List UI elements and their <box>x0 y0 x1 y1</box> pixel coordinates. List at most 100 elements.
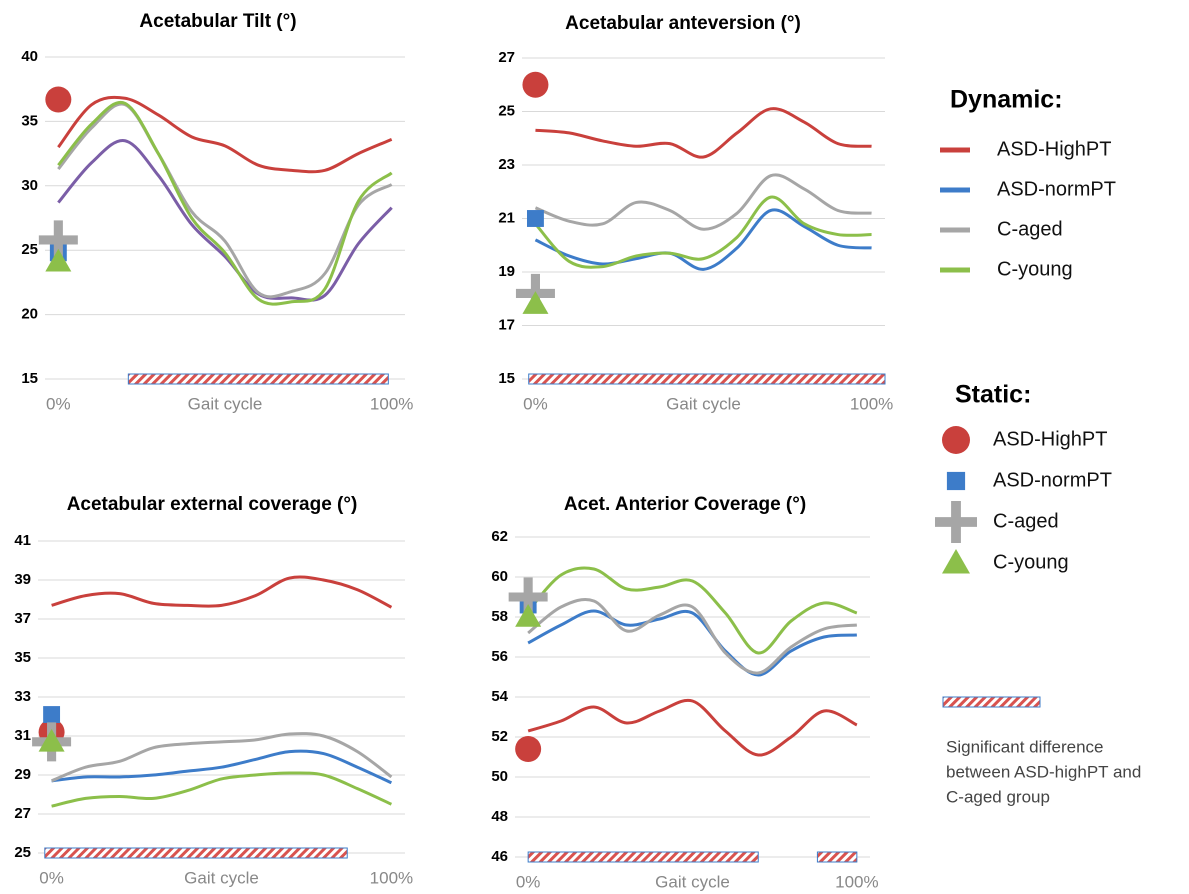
significance-key <box>942 696 1041 708</box>
static-marker <box>935 501 977 543</box>
chart-panel: Acetabular external coverage (°) 25 27 29 31… <box>14 494 413 887</box>
data-line <box>57 139 393 302</box>
data-line <box>527 566 858 655</box>
static-marker <box>45 248 72 272</box>
note-text: Significant difference <box>946 737 1104 756</box>
legend-label: C-young <box>997 258 1073 280</box>
x-axis-label: Gait cycle <box>655 872 730 891</box>
y-tick-label: 48 <box>491 808 508 825</box>
y-tick-label: 25 <box>14 844 31 861</box>
data-line <box>51 771 393 808</box>
data-line <box>527 698 858 757</box>
data-line <box>51 732 393 783</box>
chart-title: Acet. Anterior Coverage (°) <box>564 494 806 515</box>
legend-heading: Static: <box>955 381 1031 409</box>
x-tick-label: 0% <box>516 872 541 891</box>
note-text: C-aged group <box>946 787 1050 806</box>
y-tick-label: 58 <box>491 608 508 625</box>
y-tick-label: 40 <box>21 48 38 65</box>
data-line <box>527 598 858 675</box>
significance-bar <box>127 373 389 385</box>
chart-title: Acetabular Tilt (°) <box>139 11 296 32</box>
data-line <box>534 208 872 271</box>
significance-bar <box>527 851 759 863</box>
y-tick-label: 19 <box>498 263 515 280</box>
y-tick-label: 17 <box>498 316 515 333</box>
data-line <box>57 95 393 174</box>
static-marker <box>515 736 542 762</box>
static-marker <box>526 210 544 227</box>
x-tick-label: 0% <box>39 868 64 887</box>
y-tick-label: 37 <box>14 610 31 627</box>
y-tick-label: 27 <box>498 49 515 66</box>
data-line <box>534 173 872 231</box>
y-tick-label: 33 <box>14 688 31 705</box>
y-tick-label: 27 <box>14 805 31 822</box>
x-tick-label: 100% <box>370 868 413 887</box>
legend-label: ASD-normPT <box>993 469 1112 491</box>
data-line <box>534 195 872 269</box>
data-line <box>535 107 872 159</box>
static-marker <box>43 706 61 723</box>
static-marker <box>508 577 548 617</box>
legend-label: C-aged <box>993 510 1059 532</box>
static-marker <box>515 604 542 627</box>
chart-title: Acetabular external coverage (°) <box>67 494 358 515</box>
y-tick-label: 41 <box>14 532 31 549</box>
significance-bar <box>44 847 348 859</box>
y-tick-label: 56 <box>491 648 508 665</box>
legend-label: ASD-HighPT <box>997 138 1111 160</box>
significance-bar <box>816 851 858 863</box>
x-axis-label: Gait cycle <box>184 868 259 887</box>
chart-panel: Acet. Anterior Coverage (°) 46 48 50 52 54 56 5… <box>491 494 878 891</box>
x-tick-label: 100% <box>370 394 413 413</box>
x-tick-label: 0% <box>46 394 71 413</box>
y-tick-label: 54 <box>491 688 508 705</box>
chart-title: Acetabular anteversion (°) <box>565 13 801 34</box>
y-tick-label: 25 <box>21 241 38 258</box>
x-tick-label: 100% <box>850 394 893 413</box>
y-tick-label: 35 <box>14 649 31 666</box>
significance-bar <box>528 373 886 385</box>
y-tick-label: 25 <box>498 102 515 119</box>
chart-panel: Acetabular Tilt (°) 15 20 25 30 35 40 0% 100% Gai… <box>21 11 413 413</box>
y-tick-label: 31 <box>14 727 31 744</box>
legend-heading: Dynamic: <box>950 86 1063 114</box>
note-text: between ASD-highPT and <box>946 762 1141 781</box>
data-line <box>527 609 857 677</box>
y-tick-label: 23 <box>498 156 515 173</box>
data-line <box>57 102 393 299</box>
y-tick-label: 35 <box>21 112 38 129</box>
y-tick-label: 21 <box>498 209 515 226</box>
static-marker <box>38 728 65 752</box>
y-tick-label: 50 <box>491 768 508 785</box>
legend-label: C-aged <box>997 218 1063 240</box>
static-marker <box>45 86 72 113</box>
x-axis-label: Gait cycle <box>666 394 741 413</box>
y-tick-label: 20 <box>21 306 38 323</box>
static-marker <box>942 426 970 454</box>
x-tick-label: 100% <box>835 872 878 891</box>
y-tick-label: 39 <box>14 571 31 588</box>
y-tick-label: 15 <box>498 370 515 387</box>
data-line <box>51 749 393 785</box>
y-tick-label: 46 <box>491 848 508 865</box>
data-line <box>57 100 393 306</box>
y-tick-label: 29 <box>14 766 31 783</box>
x-axis-label: Gait cycle <box>188 394 263 413</box>
static-marker <box>522 291 549 314</box>
y-tick-label: 60 <box>491 568 508 585</box>
static-marker <box>946 471 966 491</box>
y-tick-label: 30 <box>21 177 38 194</box>
y-tick-label: 52 <box>491 728 508 745</box>
static-marker <box>38 220 78 260</box>
y-tick-label: 62 <box>491 528 508 545</box>
y-tick-label: 15 <box>21 370 38 387</box>
static-marker <box>942 549 970 574</box>
data-line <box>51 575 393 609</box>
legend-label: ASD-normPT <box>997 178 1116 200</box>
chart-panel: Acetabular anteversion (°) 15 17 19 21 23 25 27… <box>498 13 893 413</box>
x-tick-label: 0% <box>523 394 548 413</box>
legend-label: C-young <box>993 551 1069 573</box>
